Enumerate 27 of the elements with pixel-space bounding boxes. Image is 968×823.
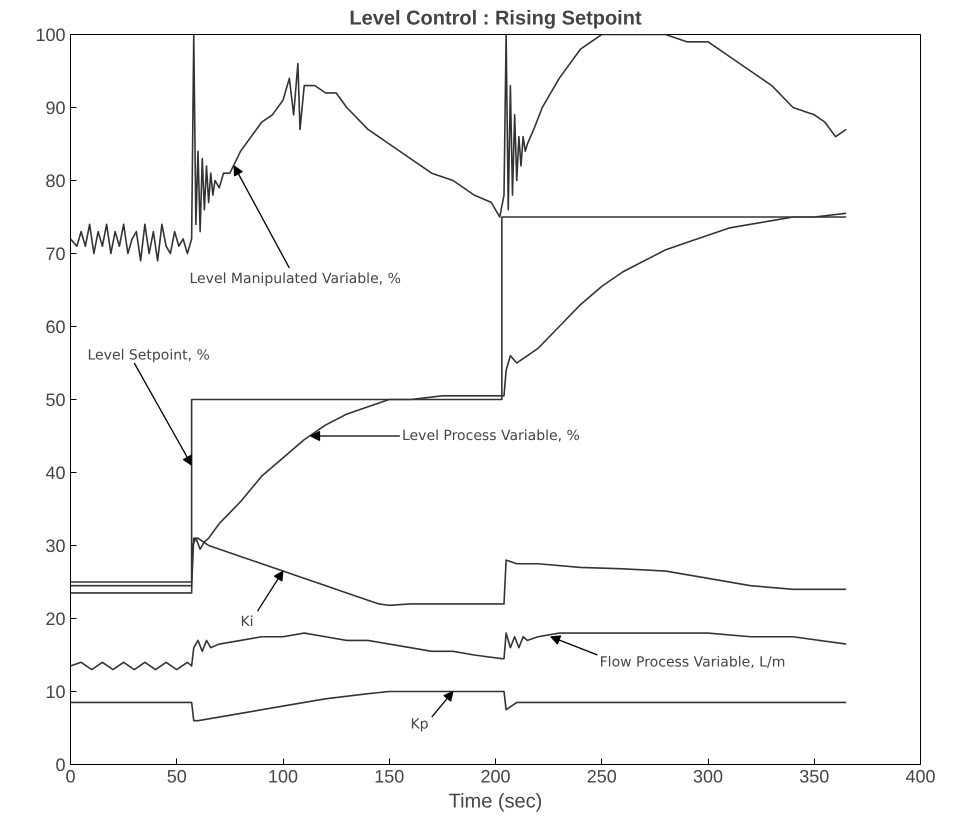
x-tick-label: 150 (374, 766, 404, 786)
y-tick-label: 90 (45, 98, 66, 118)
annotation: Level Manipulated Variable, % (190, 271, 401, 288)
y-tick-label: 60 (45, 317, 66, 337)
chart-title: Level Control : Rising Setpoint (349, 8, 642, 30)
x-tick-label: 300 (692, 766, 724, 786)
annotation: Level Process Variable, % (402, 428, 580, 444)
annotation: Flow Process Variable, L/m (600, 654, 786, 670)
y-tick-label: 30 (45, 536, 66, 556)
y-tick-label: 20 (45, 609, 66, 629)
y-tick-label: 40 (45, 463, 66, 483)
y-tick-label: 10 (45, 682, 66, 702)
x-axis-title: Time (sec) (448, 790, 542, 812)
y-tick-label: 70 (45, 244, 66, 264)
y-tick-label: 100 (35, 25, 66, 45)
x-tick-label: 50 (166, 766, 187, 786)
annotation: Ki (240, 614, 254, 630)
line-series (70, 632, 847, 670)
x-tick-label: 100 (268, 766, 298, 786)
y-tick-label: 50 (45, 390, 66, 410)
x-tick-label: 400 (905, 766, 936, 786)
annotation: Kp (410, 716, 429, 732)
x-tick-label: 250 (586, 766, 617, 786)
annotation: Level Setpoint, % (88, 348, 210, 364)
x-tick-label: 350 (799, 766, 830, 786)
x-tick-label: 200 (480, 766, 511, 786)
y-tick-label: 80 (45, 171, 66, 191)
